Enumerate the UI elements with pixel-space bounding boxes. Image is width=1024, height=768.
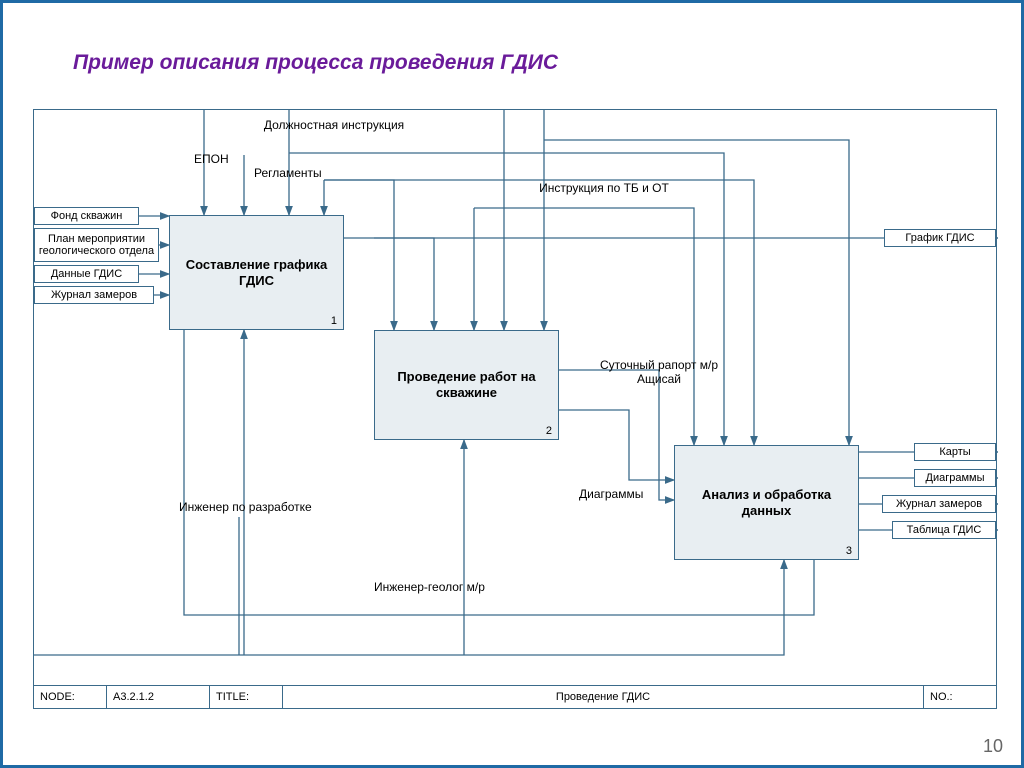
diagram-canvas: Составление графика ГДИС 1 Проведение ра…: [33, 109, 997, 709]
control-label: Регламенты: [254, 166, 322, 180]
control-label: Должностная инструкция: [254, 118, 414, 132]
process-box-3: Анализ и обработка данных 3: [674, 445, 859, 560]
process-number: 1: [331, 315, 337, 327]
output-box: График ГДИС: [884, 229, 996, 247]
page-title: Пример описания процесса проведения ГДИС: [73, 51, 558, 75]
process-number: 3: [846, 545, 852, 557]
title-value: Проведение ГДИС: [283, 686, 924, 708]
control-label: Инструкция по ТБ и ОТ: [534, 181, 674, 195]
output-box: Таблица ГДИС: [892, 521, 996, 539]
process-label: Проведение работ на скважине: [379, 369, 554, 400]
flow-label: Диаграммы: [579, 487, 643, 501]
process-label: Анализ и обработка данных: [679, 487, 854, 518]
output-box: Карты: [914, 443, 996, 461]
input-box: План мероприятии геологического отдела: [34, 228, 159, 262]
input-box: Данные ГДИС: [34, 265, 139, 283]
process-number: 2: [546, 425, 552, 437]
diagram-footer: NODE: A3.2.1.2 TITLE: Проведение ГДИС NO…: [34, 685, 996, 708]
process-box-1: Составление графика ГДИС 1: [169, 215, 344, 330]
process-label: Составление графика ГДИС: [174, 257, 339, 288]
output-box: Журнал замеров: [882, 495, 996, 513]
node-value: A3.2.1.2: [107, 686, 210, 708]
mechanism-label: Инженер-геолог м/р: [374, 580, 485, 594]
mechanism-label: Инженер по разработке: [179, 500, 312, 514]
title-label: TITLE:: [210, 686, 283, 708]
process-box-2: Проведение работ на скважине 2: [374, 330, 559, 440]
flow-label: Суточный рапорт м/р Ащисай: [579, 358, 739, 386]
output-box: Диаграммы: [914, 469, 996, 487]
control-label: ЕПОН: [194, 152, 229, 166]
no-label: NO.:: [924, 686, 996, 708]
node-label: NODE:: [34, 686, 107, 708]
input-box: Фонд скважин: [34, 207, 139, 225]
page-number: 10: [983, 736, 1003, 757]
input-box: Журнал замеров: [34, 286, 154, 304]
